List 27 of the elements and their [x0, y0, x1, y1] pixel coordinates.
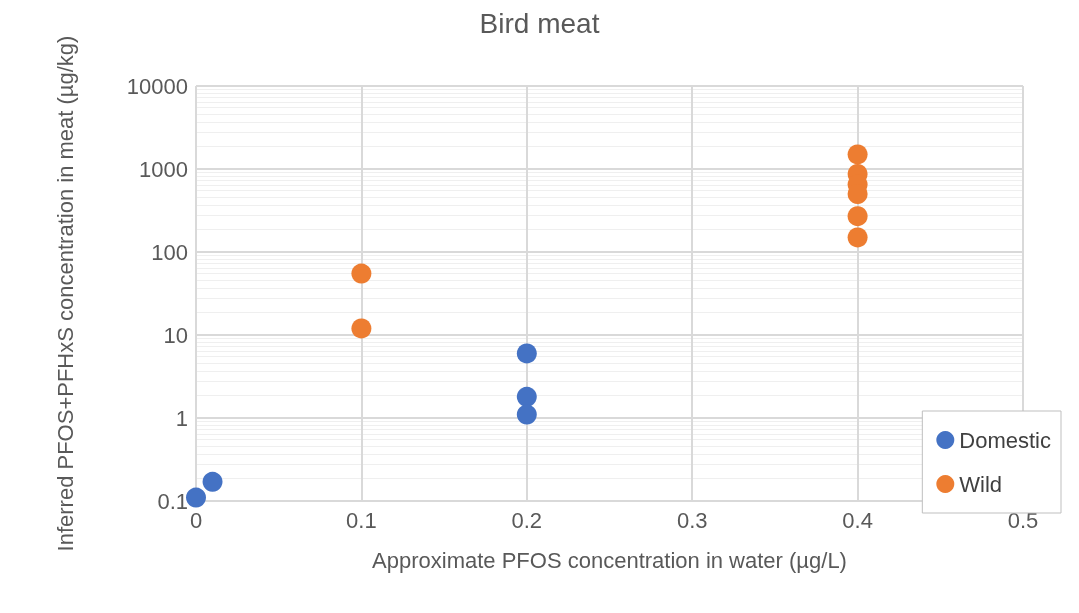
- point: [847, 144, 868, 165]
- y-tick-label: 0.1: [157, 488, 188, 514]
- point: [516, 386, 537, 407]
- y-tick-label: 1: [175, 405, 188, 431]
- x-tick-label: 0.2: [511, 507, 543, 533]
- y-tick-label: 10: [163, 322, 188, 348]
- x-tick-label: 0: [189, 507, 203, 533]
- point: [351, 318, 372, 339]
- x-tick-label: 0.5: [1007, 507, 1039, 533]
- y-tick-label: 100: [151, 239, 188, 265]
- point: [351, 263, 372, 284]
- x-tick-label: 0.4: [842, 507, 873, 533]
- point: [516, 404, 537, 425]
- point: [847, 227, 868, 248]
- legend-label: Wild: [959, 471, 1003, 497]
- point: [516, 343, 537, 364]
- y-tick-label: 10000: [126, 73, 188, 99]
- legend-label: Domestic: [959, 427, 1051, 453]
- x-tick-label: 0.3: [676, 507, 708, 533]
- point: [202, 471, 223, 492]
- x-axis-title: Approximate PFOS concentration in water (µg/L): [372, 547, 847, 573]
- chart-title: Bird meat: [479, 7, 600, 39]
- point: [186, 487, 206, 508]
- point: [847, 206, 868, 227]
- y-tick-label: 1000: [139, 156, 188, 182]
- y-axis-title: Inferred PFOS+PFHxS concentration in meat (µg/kg): [52, 35, 78, 552]
- x-tick-label: 0.1: [346, 507, 377, 533]
